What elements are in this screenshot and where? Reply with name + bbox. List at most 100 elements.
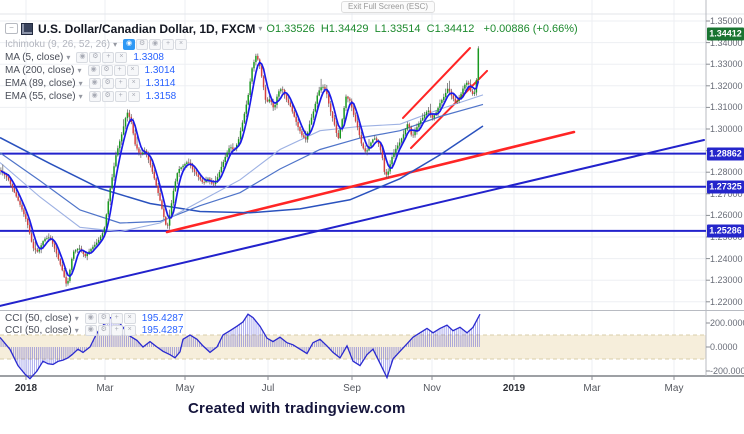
chevron-down-icon[interactable]: ▾ (258, 24, 263, 33)
price-axis-label: 1.30000 (710, 124, 743, 134)
candles (0, 48, 480, 284)
channel-upper (402, 47, 471, 119)
exit-fullscreen-button[interactable]: Exit Full Screen (ESC) (341, 1, 436, 13)
indicator-value: 1.3114 (145, 78, 176, 89)
chevron-down-icon[interactable]: ▾ (113, 40, 118, 49)
pane-borders (0, 0, 744, 380)
indicator-label: MA (5, close) (5, 52, 64, 63)
plus-icon[interactable]: + (114, 78, 127, 89)
red-trendline (165, 130, 576, 234)
eye-icon[interactable]: ◉ (88, 78, 101, 89)
close-icon[interactable]: × (127, 78, 140, 89)
chevron-down-icon[interactable]: ▾ (78, 92, 83, 101)
ma5-line (0, 61, 480, 278)
indicator-buttons[interactable]: ◉ ⚙ + × (87, 65, 140, 76)
plus-icon[interactable]: + (114, 91, 127, 102)
gear-icon[interactable]: ⚙ (97, 312, 110, 324)
gear-icon[interactable]: ⚙ (89, 52, 102, 63)
close-icon[interactable]: × (126, 65, 139, 76)
indicator-buttons[interactable]: ◉ ⚙ + × (84, 312, 137, 324)
indicator-row-cci-2[interactable]: CCI (50, close) ▾ ◉ ⚙ + × 195.4287 (5, 324, 183, 336)
time-axis-label: Mar (583, 383, 601, 394)
close-icon[interactable]: × (123, 312, 136, 324)
price-axis-label: 1.24000 (710, 253, 743, 264)
time-axis-label: May (664, 383, 684, 394)
ma5 (0, 61, 480, 278)
time-axis-label: Sep (343, 383, 361, 394)
plus-icon[interactable]: + (110, 324, 123, 336)
indicator-buttons[interactable]: ◉ ⚙ + × (84, 324, 137, 336)
gear-icon[interactable]: ⚙ (100, 65, 113, 76)
symbol-title[interactable]: U.S. Dollar/Canadian Dollar, 1D, FXCM (38, 21, 256, 36)
indicator-row-ema55[interactable]: EMA (55, close) ▾ ◉ ⚙ + × 1.3158 (5, 90, 578, 103)
time-axis-label: Jul (261, 383, 275, 394)
indicator-label: CCI (50, close) (5, 312, 72, 324)
symbol-row[interactable]: − U.S. Dollar/Canadian Dollar, 1D, FXCM … (5, 21, 578, 36)
chart-style-icon[interactable] (21, 22, 33, 35)
price-axis-label: 1.35000 (710, 16, 743, 26)
price-level-badge: 1.27325 (707, 180, 744, 194)
plus-icon[interactable]: + (110, 312, 123, 324)
chevron-down-icon[interactable]: ▾ (78, 79, 83, 88)
chevron-down-icon[interactable]: ▾ (77, 66, 82, 75)
cci-axis-label: -200.0000 (710, 366, 744, 376)
indicator-buttons[interactable]: ◉ ⚙ + × (76, 52, 128, 63)
eye-icon[interactable]: ◉ (123, 39, 136, 50)
eye-icon[interactable]: ◉ (88, 91, 101, 102)
indicator-buttons[interactable]: ◉ ⚙ + × (88, 91, 141, 102)
indicator-row-ma5[interactable]: MA (5, close) ▾ ◉ ⚙ + × 1.3308 (5, 51, 578, 64)
time-axis-label: Mar (96, 383, 114, 394)
indicator-row-cci-1[interactable]: CCI (50, close) ▾ ◉ ⚙ + × 195.4287 (5, 312, 183, 324)
chevron-down-icon[interactable]: ▾ (74, 325, 79, 335)
time-axis-label: Nov (423, 383, 441, 394)
indicator-buttons[interactable]: ◉ ⚙ ◉ + × (123, 39, 188, 50)
channel-lower (410, 69, 488, 150)
gear-icon[interactable]: ⚙ (101, 91, 114, 102)
eye-icon[interactable]: ◉ (87, 65, 100, 76)
indicator-value: 1.3308 (133, 52, 164, 63)
time-axis-label: May (175, 383, 195, 394)
eye-icon[interactable]: ◉ (84, 324, 97, 336)
indicator-value: 1.3158 (145, 91, 177, 102)
ema-89-line (0, 103, 484, 224)
eye-icon[interactable]: ◉ (84, 312, 97, 324)
eye-icon[interactable]: ◉ (149, 39, 162, 50)
plus-icon[interactable]: + (113, 65, 126, 76)
indicator-value: 1.3014 (144, 65, 176, 76)
indicator-label: EMA (55, close) (5, 91, 76, 102)
cci-band (0, 334, 706, 360)
indicator-row-ichimoku[interactable]: Ichimoku (9, 26, 52, 26) ▾ ◉ ⚙ ◉ + × (5, 38, 578, 51)
time-axis-label: 2018 (14, 383, 38, 394)
gear-icon[interactable]: ⚙ (101, 78, 114, 89)
close-icon[interactable]: × (115, 52, 128, 63)
price-axis-label: 1.22000 (710, 296, 743, 307)
plus-icon[interactable]: + (162, 39, 175, 50)
gridlines (0, 0, 706, 376)
close-icon[interactable]: × (123, 324, 136, 336)
gear-icon[interactable]: ⚙ (136, 39, 149, 50)
price-axis-label: 1.32000 (710, 80, 743, 91)
price-level-badge: 1.28862 (707, 147, 744, 161)
collapse-pane-icon[interactable]: − (5, 23, 18, 34)
indicator-row-ema89[interactable]: EMA (89, close) ▾ ◉ ⚙ + × 1.3114 (5, 77, 578, 90)
chevron-down-icon[interactable]: ▾ (66, 53, 71, 62)
indicator-row-ma200[interactable]: MA (200, close) ▾ ◉ ⚙ + × 1.3014 (5, 64, 578, 77)
price-axis-label: 1.26000 (710, 210, 743, 221)
chevron-down-icon[interactable]: ▾ (74, 313, 79, 323)
gear-icon[interactable]: ⚙ (97, 324, 110, 336)
attribution-text: Created with tradingview.com (188, 400, 406, 417)
eye-icon[interactable]: ◉ (76, 52, 89, 63)
cci-axis-label: 200.0000 (710, 318, 744, 328)
ohlc-readout: O1.33526 H1.34429 L1.33514 C1.34412 +0.0… (266, 22, 578, 35)
moving-averages (0, 94, 484, 233)
indicator-label: EMA (89, close) (5, 78, 76, 89)
price-axis-label: 1.31000 (710, 102, 743, 113)
price-axis-label: 1.28000 (710, 167, 743, 178)
indicator-buttons[interactable]: ◉ ⚙ + × (88, 78, 141, 89)
long-uptrend-line (0, 139, 705, 307)
price-level-badge: 1.25286 (707, 224, 744, 238)
close-icon[interactable]: × (175, 39, 188, 50)
close-icon[interactable]: × (127, 91, 140, 102)
plus-icon[interactable]: + (102, 52, 115, 63)
